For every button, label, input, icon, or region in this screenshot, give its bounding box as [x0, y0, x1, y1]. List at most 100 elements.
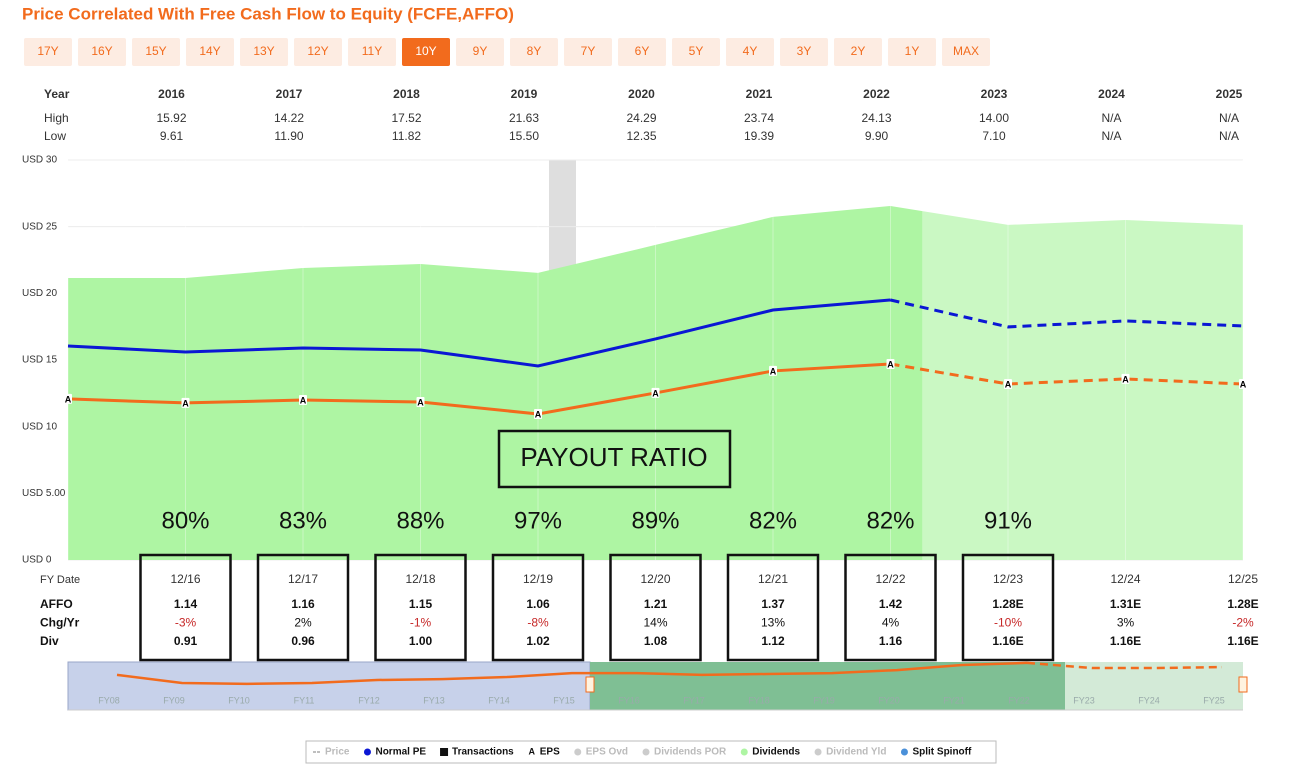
range-button[interactable]: [402, 38, 450, 66]
year: 2019: [511, 87, 538, 101]
legend-item[interactable]: Split Spinoff: [912, 747, 972, 758]
range-button-label[interactable]: 17Y: [37, 44, 58, 58]
fy-cell: -8%: [527, 616, 549, 630]
highlight-box: [726, 553, 820, 662]
range-button-label[interactable]: 3Y: [797, 44, 812, 58]
payout-box: [497, 429, 732, 489]
legend-item[interactable]: Price: [325, 747, 350, 758]
legend-item[interactable]: Transactions: [452, 747, 514, 758]
x-tick-label: 12/20: [640, 572, 670, 586]
range-button[interactable]: [726, 38, 774, 66]
legend-item[interactable]: Normal PE: [375, 747, 426, 758]
legend-item[interactable]: EPS: [540, 747, 560, 758]
fy-row-label: Chg/Yr: [40, 616, 80, 630]
range-button[interactable]: [780, 38, 828, 66]
range-button[interactable]: [510, 38, 558, 66]
fy-cell: 1.02: [526, 634, 550, 648]
fy-cell: 1.16E: [992, 634, 1023, 648]
range-button-label[interactable]: 4Y: [743, 44, 758, 58]
range-button[interactable]: [618, 38, 666, 66]
range-button-label[interactable]: 10Y: [415, 44, 436, 58]
range-button[interactable]: [240, 38, 288, 66]
eps-marker: A: [300, 395, 307, 405]
nav-range: [590, 662, 1065, 710]
year-cell: N/A: [1219, 111, 1239, 125]
range-button-label[interactable]: 9Y: [473, 44, 488, 58]
nav-line: [116, 661, 1028, 686]
eps-marker: A: [65, 394, 72, 404]
range-button[interactable]: [942, 38, 990, 66]
fy-cell: -10%: [994, 616, 1022, 630]
range-button[interactable]: [564, 38, 612, 66]
nav-label: FY21: [943, 695, 965, 705]
legend-item[interactable]: Dividends POR: [654, 747, 727, 758]
series-line-estimate: [890, 298, 1244, 329]
marker-bg: [1004, 379, 1012, 389]
legend-symbol: [363, 748, 371, 756]
legend-symbol: [900, 748, 908, 756]
nav-handle[interactable]: [1238, 676, 1248, 693]
nav-label: FY23: [1073, 695, 1095, 705]
range-button[interactable]: [294, 38, 342, 66]
title: Price Correlated With Free Cash Flow to …: [22, 4, 514, 23]
range-button[interactable]: [888, 38, 936, 66]
eps-marker: A: [1005, 379, 1012, 389]
range-button[interactable]: [456, 38, 504, 66]
x-tick-label: 12/22: [875, 572, 905, 586]
range-button-label[interactable]: 11Y: [362, 44, 382, 58]
legend-item[interactable]: Dividend Yld: [826, 747, 886, 758]
fy-cell: 1.42: [879, 597, 903, 611]
range-button-label[interactable]: 8Y: [527, 44, 542, 58]
legend-symbol: [814, 748, 822, 756]
marker-bg: [534, 409, 542, 419]
range-button-label[interactable]: 7Y: [581, 44, 596, 58]
range-button[interactable]: [78, 38, 126, 66]
range-button[interactable]: [132, 38, 180, 66]
range-button-label[interactable]: 13Y: [253, 44, 274, 58]
nav-label: FY17: [683, 695, 705, 705]
payout-label: 80%: [161, 507, 209, 534]
fy-cell: 1.06: [526, 597, 550, 611]
fy-cell: -1%: [410, 616, 432, 630]
legend-item[interactable]: Dividends: [752, 747, 800, 758]
y-tick-label: USD 0: [22, 555, 52, 566]
range-button[interactable]: [834, 38, 882, 66]
series-line: [67, 298, 891, 368]
nav-handle[interactable]: [585, 676, 595, 693]
range-button[interactable]: [672, 38, 720, 66]
range-button-label[interactable]: 12Y: [307, 44, 328, 58]
legend-item[interactable]: EPS Ovd: [586, 747, 628, 758]
eps-marker: A: [417, 397, 424, 407]
range-button[interactable]: [348, 38, 396, 66]
fy-cell: 1.12: [761, 634, 785, 648]
range-button-label[interactable]: 1Y: [905, 44, 920, 58]
eps-marker: A: [1240, 379, 1247, 389]
range-button[interactable]: [186, 38, 234, 66]
y-tick-label: USD 20: [22, 288, 57, 299]
x-tick-label: 12/18: [405, 572, 435, 586]
eps-marker: A: [1122, 374, 1129, 384]
range-button[interactable]: [24, 38, 72, 66]
range-button-label[interactable]: 5Y: [689, 44, 704, 58]
range-button-label[interactable]: 2Y: [851, 44, 866, 58]
range-button-label[interactable]: MAX: [953, 44, 979, 58]
series-line: [67, 362, 891, 416]
fy-cell: 1.16E: [1110, 634, 1141, 648]
y-tick-label: USD 5.00: [22, 488, 66, 499]
year-cell: 12.35: [626, 129, 656, 143]
fy-cell: 1.31E: [1110, 597, 1141, 611]
marker-bg: [769, 365, 777, 376]
range-button-label[interactable]: 15Y: [145, 44, 166, 58]
range-button-label[interactable]: 14Y: [199, 44, 220, 58]
fy-cell: 1.28E: [1227, 597, 1258, 611]
marker-bg: [64, 393, 72, 404]
year-cell: 11.82: [392, 129, 421, 143]
payout-label: 88%: [396, 507, 444, 534]
range-button-label[interactable]: 16Y: [91, 44, 112, 58]
eps-marker: A: [535, 409, 542, 419]
highlight-box: [844, 553, 937, 662]
x-tick-label: 12/23: [993, 572, 1023, 586]
x-tick-label: 12/25: [1228, 572, 1258, 586]
range-button-label[interactable]: 6Y: [635, 44, 650, 58]
